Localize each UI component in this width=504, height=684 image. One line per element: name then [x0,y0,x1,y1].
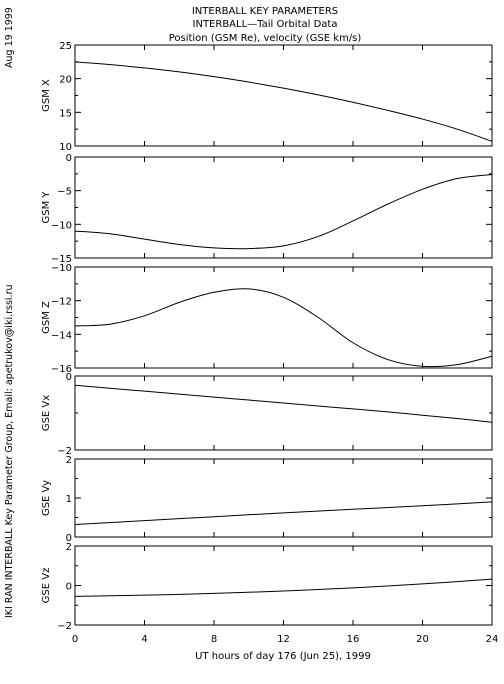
panel-frame [74,545,493,626]
panel-frame [74,375,493,451]
x-tick-label: 12 [277,634,290,645]
y-axis-label: GSM Y [41,191,52,224]
y-axis-label: GSM Z [41,301,52,334]
y-tick-label: −5 [57,187,72,198]
y-tick-label: −2 [57,621,72,632]
y-tick-label: 15 [59,108,72,119]
y-axis-label: GSM X [41,79,52,112]
x-axis: 0 4 8 12 16 20 24 [72,634,499,645]
series-line-4 [74,384,493,423]
y-axis-label: GSE Vy [41,480,52,516]
title-line-1: INTERBALL KEY PARAMETERS [192,6,338,17]
y-tick-label: −10 [51,220,72,231]
x-tick-label: 20 [416,634,429,645]
panel-2: −15 −10 −5 0 GSM Y [41,153,493,265]
panel-frame [74,458,493,538]
y-tick-label: −16 [51,364,72,375]
side-credit: IKI RAN INTERBALL Key Parameter Group, E… [4,285,15,619]
panel-3: −16 −14 −12 −10 GSM Z [41,263,493,375]
date-stamp: Aug 19 1999 [4,7,15,68]
y-tick-label: −15 [51,254,72,265]
y-tick-label: 1 [66,494,72,505]
y-axis-label: GSE Vx [41,395,52,431]
x-tick-label: 16 [347,634,360,645]
y-tick-label: 20 [59,75,72,86]
y-tick-label: 10 [59,142,72,153]
y-tick-label: 0 [66,533,72,544]
y-axis-label: GSE Vz [41,568,52,604]
y-tick-label: −12 [51,297,72,308]
series-line-1 [74,61,493,142]
panel-frame [74,44,493,147]
title-line-2: INTERBALL—Tail Orbital Data [193,19,338,30]
y-tick-label: 2 [66,455,72,466]
y-tick-label: 2 [66,542,72,553]
title-line-3: Position (GSM Re), velocity (GSE km/s) [169,33,362,44]
y-tick-label: 0 [66,372,72,383]
y-tick-label: 0 [66,582,72,593]
panel-frame [74,156,493,259]
x-tick-label: 8 [211,634,217,645]
panel-5: 0 1 2 GSE Vy [41,455,493,544]
panel-4: −2 0 GSE Vx [41,372,493,457]
series-line-2 [74,174,493,250]
series-line-5 [74,501,493,526]
x-tick-label: 0 [72,634,78,645]
y-tick-label: 0 [66,153,72,164]
series-line-3 [74,288,493,368]
x-tick-label: 4 [141,634,147,645]
x-tick-label: 24 [486,634,499,645]
x-axis-label: UT hours of day 176 (Jun 25), 1999 [195,651,371,662]
y-tick-label: −10 [51,263,72,274]
y-tick-label: 25 [59,41,72,52]
y-tick-label: −2 [57,446,72,457]
series-line-6 [74,578,493,597]
y-tick-label: −14 [51,330,72,341]
panel-6: −2 0 2 GSE Vz [41,542,493,632]
panel-1: 10 15 20 25 GSM X [41,41,493,153]
